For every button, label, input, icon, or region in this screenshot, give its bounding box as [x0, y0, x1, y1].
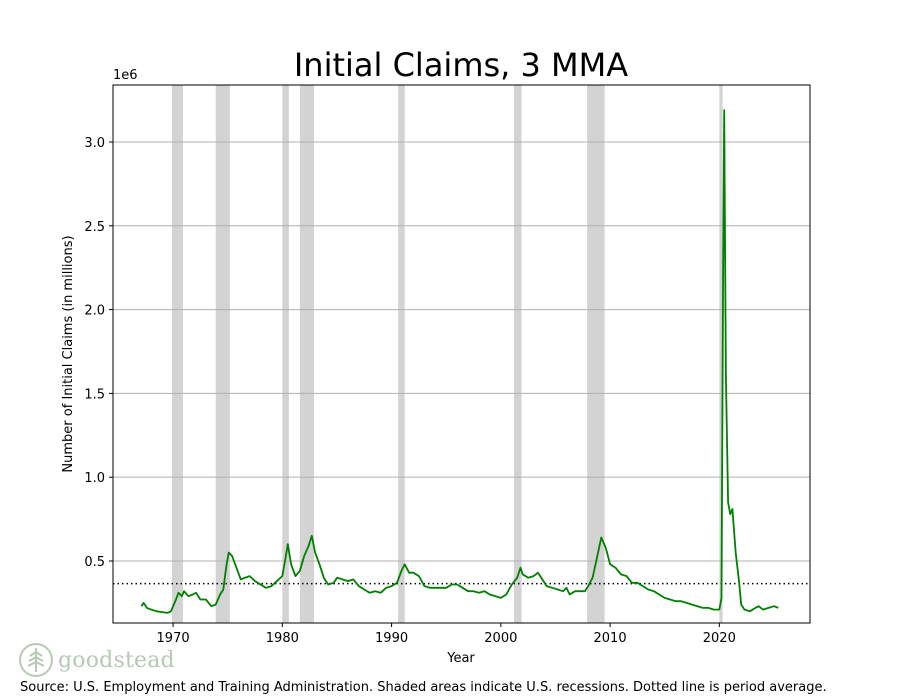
x-tick-label-2: 1980 [266, 631, 299, 646]
series-line-1 [140, 109, 779, 614]
recession-band-6 [513, 85, 522, 623]
y-tick-label-5: 2.5 [84, 220, 105, 235]
series-group [140, 109, 779, 614]
y-tick-label-6: 3.0 [84, 136, 105, 151]
chart-title: Initial Claims, 3 MMA [294, 46, 628, 84]
y-tick-label-1: 0.5 [84, 555, 105, 570]
x-tick-label-4: 2000 [484, 631, 517, 646]
plot-frame [112, 84, 811, 624]
recession-band-5 [398, 85, 405, 623]
recession-band-2 [215, 85, 230, 623]
x-tick-label-3: 1990 [375, 631, 408, 646]
x-tick-label-6: 2020 [703, 631, 736, 646]
y-tick-label-4: 2.0 [84, 304, 105, 319]
tree-icon [19, 643, 53, 677]
y-axis-label: Number of Initial Claims (in millions) [61, 235, 76, 472]
axis-ticks: 1970 1980 1990 2000 2010 2020 0.5 1.0 1.5 2.0 2.5 3… [84, 136, 736, 646]
x-tick-label-5: 2010 [594, 631, 627, 646]
x-axis-label: Year [446, 651, 475, 666]
recession-band-8 [719, 85, 723, 623]
recession-band-3 [282, 85, 289, 623]
y-offset-label: 1e6 [113, 68, 138, 83]
brand-name: goodstead [58, 647, 175, 673]
recession-band-1 [171, 85, 183, 623]
recession-band-4 [299, 85, 315, 623]
source-note: Source: U.S. Employment and Training Adm… [20, 680, 827, 695]
brand-logo: goodstead [18, 642, 175, 678]
grid-lines [113, 141, 810, 562]
y-tick-label-2: 1.0 [84, 471, 105, 486]
recession-band-7 [587, 85, 605, 623]
x-tick-label-1: 1970 [157, 631, 190, 646]
y-tick-label-3: 1.5 [84, 387, 105, 402]
recession-bands [171, 85, 723, 623]
